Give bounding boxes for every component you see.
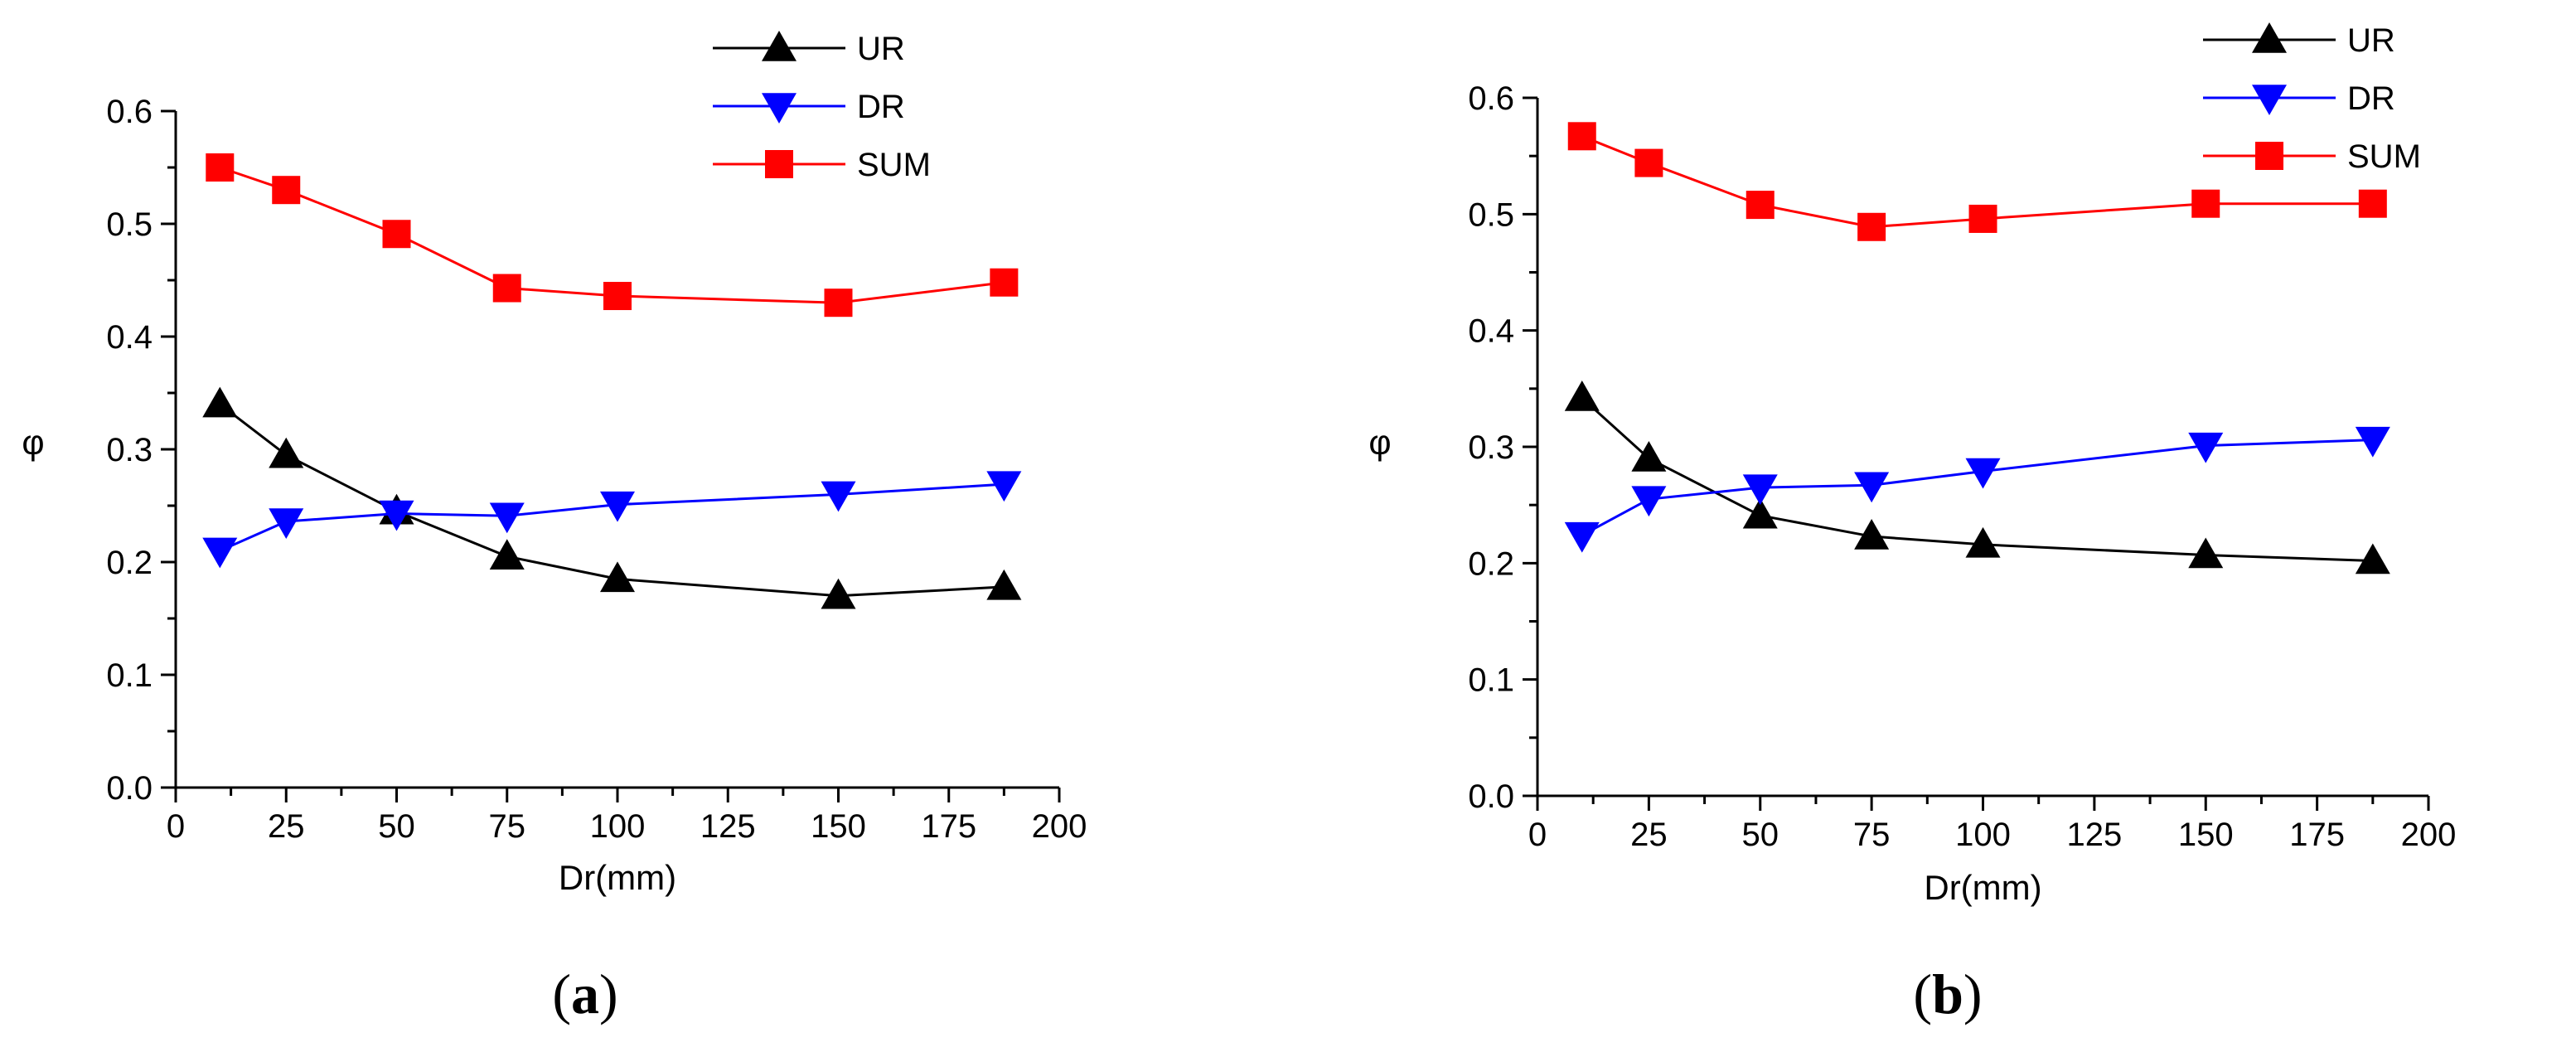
series-line-DR — [1581, 439, 2373, 536]
marker-DR-0 — [1564, 521, 1600, 553]
marker-UR-2 — [1742, 497, 1778, 529]
legend-marker-DR — [2252, 85, 2287, 115]
x-tick-label-50: 50 — [1742, 817, 1779, 853]
marker-DR-6 — [2355, 426, 2390, 458]
panel-label-a: (a) — [552, 962, 617, 1025]
y-tick-label-0.2: 0.2 — [106, 545, 153, 581]
marker-UR-6 — [2355, 543, 2390, 574]
marker-SUM-2 — [1746, 191, 1775, 220]
marker-SUM-0 — [206, 153, 235, 182]
x-tick-label-50: 50 — [378, 808, 415, 845]
marker-UR-3 — [1854, 519, 1890, 550]
marker-DR-2 — [1742, 474, 1778, 506]
marker-UR-0 — [1564, 381, 1600, 411]
x-tick-label-75: 75 — [489, 808, 526, 845]
marker-UR-5 — [2188, 537, 2224, 569]
marker-UR-6 — [986, 569, 1022, 600]
legend-marker-DR — [762, 93, 797, 124]
legend-label-DR: DR — [857, 89, 905, 125]
marker-SUM-5 — [2191, 189, 2220, 218]
marker-DR-3 — [1854, 472, 1890, 503]
panel-b: 0 25 50 75 100 125 150 175 200 0.0 0.1 0.2 0.3 0.4 0.5… — [1368, 22, 2456, 1025]
x-tick-label-0: 0 — [167, 808, 185, 845]
panel-label-b: (b) — [1913, 962, 1982, 1025]
marker-DR-6 — [986, 471, 1022, 502]
y-tick-label-0.3: 0.3 — [106, 432, 153, 468]
x-tick-label-25: 25 — [1630, 817, 1668, 853]
marker-SUM-4 — [603, 282, 632, 311]
legend-label-SUM: SUM — [2347, 138, 2421, 175]
marker-SUM-3 — [492, 274, 521, 303]
y-axis-title: φ — [1368, 423, 1391, 462]
x-tick-label-175: 175 — [2289, 817, 2345, 853]
marker-SUM-4 — [1968, 204, 1997, 233]
marker-DR-2 — [379, 500, 414, 531]
y-tick-label-0.0: 0.0 — [106, 770, 153, 807]
legend-marker-SUM — [2255, 142, 2283, 170]
y-tick-label-0.1: 0.1 — [1468, 662, 1514, 699]
x-tick-label-150: 150 — [811, 808, 866, 845]
y-tick-label-0.6: 0.6 — [106, 94, 153, 130]
marker-DR-4 — [600, 491, 635, 522]
x-tick-label-75: 75 — [1853, 817, 1891, 853]
marker-DR-1 — [1631, 486, 1667, 517]
legend-marker-UR — [2252, 22, 2287, 53]
marker-DR-1 — [269, 508, 304, 540]
y-tick-label-0.0: 0.0 — [1468, 778, 1514, 815]
marker-DR-3 — [489, 502, 525, 534]
y-tick-label-0.1: 0.1 — [106, 657, 153, 694]
marker-UR-0 — [202, 386, 238, 418]
legend-marker-SUM — [765, 150, 793, 178]
marker-SUM-1 — [272, 176, 301, 205]
marker-SUM-2 — [382, 220, 411, 249]
y-axis-title: φ — [22, 423, 44, 462]
marker-SUM-3 — [1857, 212, 1886, 241]
x-tick-label-125: 125 — [2067, 817, 2123, 853]
marker-SUM-6 — [990, 268, 1019, 297]
y-tick-label-0.4: 0.4 — [106, 319, 153, 356]
legend-marker-UR — [762, 31, 797, 61]
x-tick-label-100: 100 — [590, 808, 646, 845]
x-tick-label-200: 200 — [2401, 817, 2457, 853]
x-tick-label-200: 200 — [1032, 808, 1087, 845]
legend-label-UR: UR — [857, 31, 905, 67]
x-tick-label-150: 150 — [2178, 817, 2234, 853]
marker-UR-3 — [489, 539, 525, 570]
x-axis-title: Dr(mm) — [1924, 868, 2041, 907]
series-line-UR — [1581, 396, 2373, 563]
y-tick-label-0.3: 0.3 — [1468, 429, 1514, 466]
marker-DR-4 — [1965, 458, 2001, 489]
marker-UR-4 — [600, 561, 635, 593]
panel-a: 0 25 50 75 100 125 150 175 200 0.0 0.1 0.2 0.3 0.4 0.5… — [22, 31, 1087, 1025]
y-tick-label-0.4: 0.4 — [1468, 313, 1514, 350]
x-tick-label-100: 100 — [1955, 817, 2011, 853]
y-tick-label-0.6: 0.6 — [1468, 80, 1514, 117]
x-axis-title: Dr(mm) — [559, 858, 676, 897]
marker-DR-5 — [2188, 432, 2224, 463]
marker-UR-1 — [1631, 441, 1667, 472]
marker-SUM-5 — [824, 288, 853, 318]
y-tick-label-0.5: 0.5 — [1468, 196, 1514, 233]
marker-DR-0 — [202, 537, 238, 569]
x-tick-label-0: 0 — [1528, 817, 1547, 853]
x-tick-label-175: 175 — [921, 808, 976, 845]
legend-label-UR: UR — [2347, 22, 2395, 59]
legend-label-DR: DR — [2347, 80, 2395, 117]
y-tick-label-0.2: 0.2 — [1468, 545, 1514, 582]
marker-SUM-6 — [2358, 189, 2387, 218]
y-tick-label-0.5: 0.5 — [106, 206, 153, 243]
marker-DR-5 — [821, 481, 856, 512]
x-tick-label-25: 25 — [268, 808, 305, 845]
x-tick-label-125: 125 — [700, 808, 756, 845]
marker-SUM-1 — [1634, 148, 1663, 177]
marker-UR-5 — [821, 578, 856, 609]
marker-UR-1 — [269, 437, 304, 468]
marker-UR-4 — [1965, 526, 2001, 558]
marker-SUM-0 — [1567, 122, 1596, 151]
legend-label-SUM: SUM — [857, 147, 931, 183]
